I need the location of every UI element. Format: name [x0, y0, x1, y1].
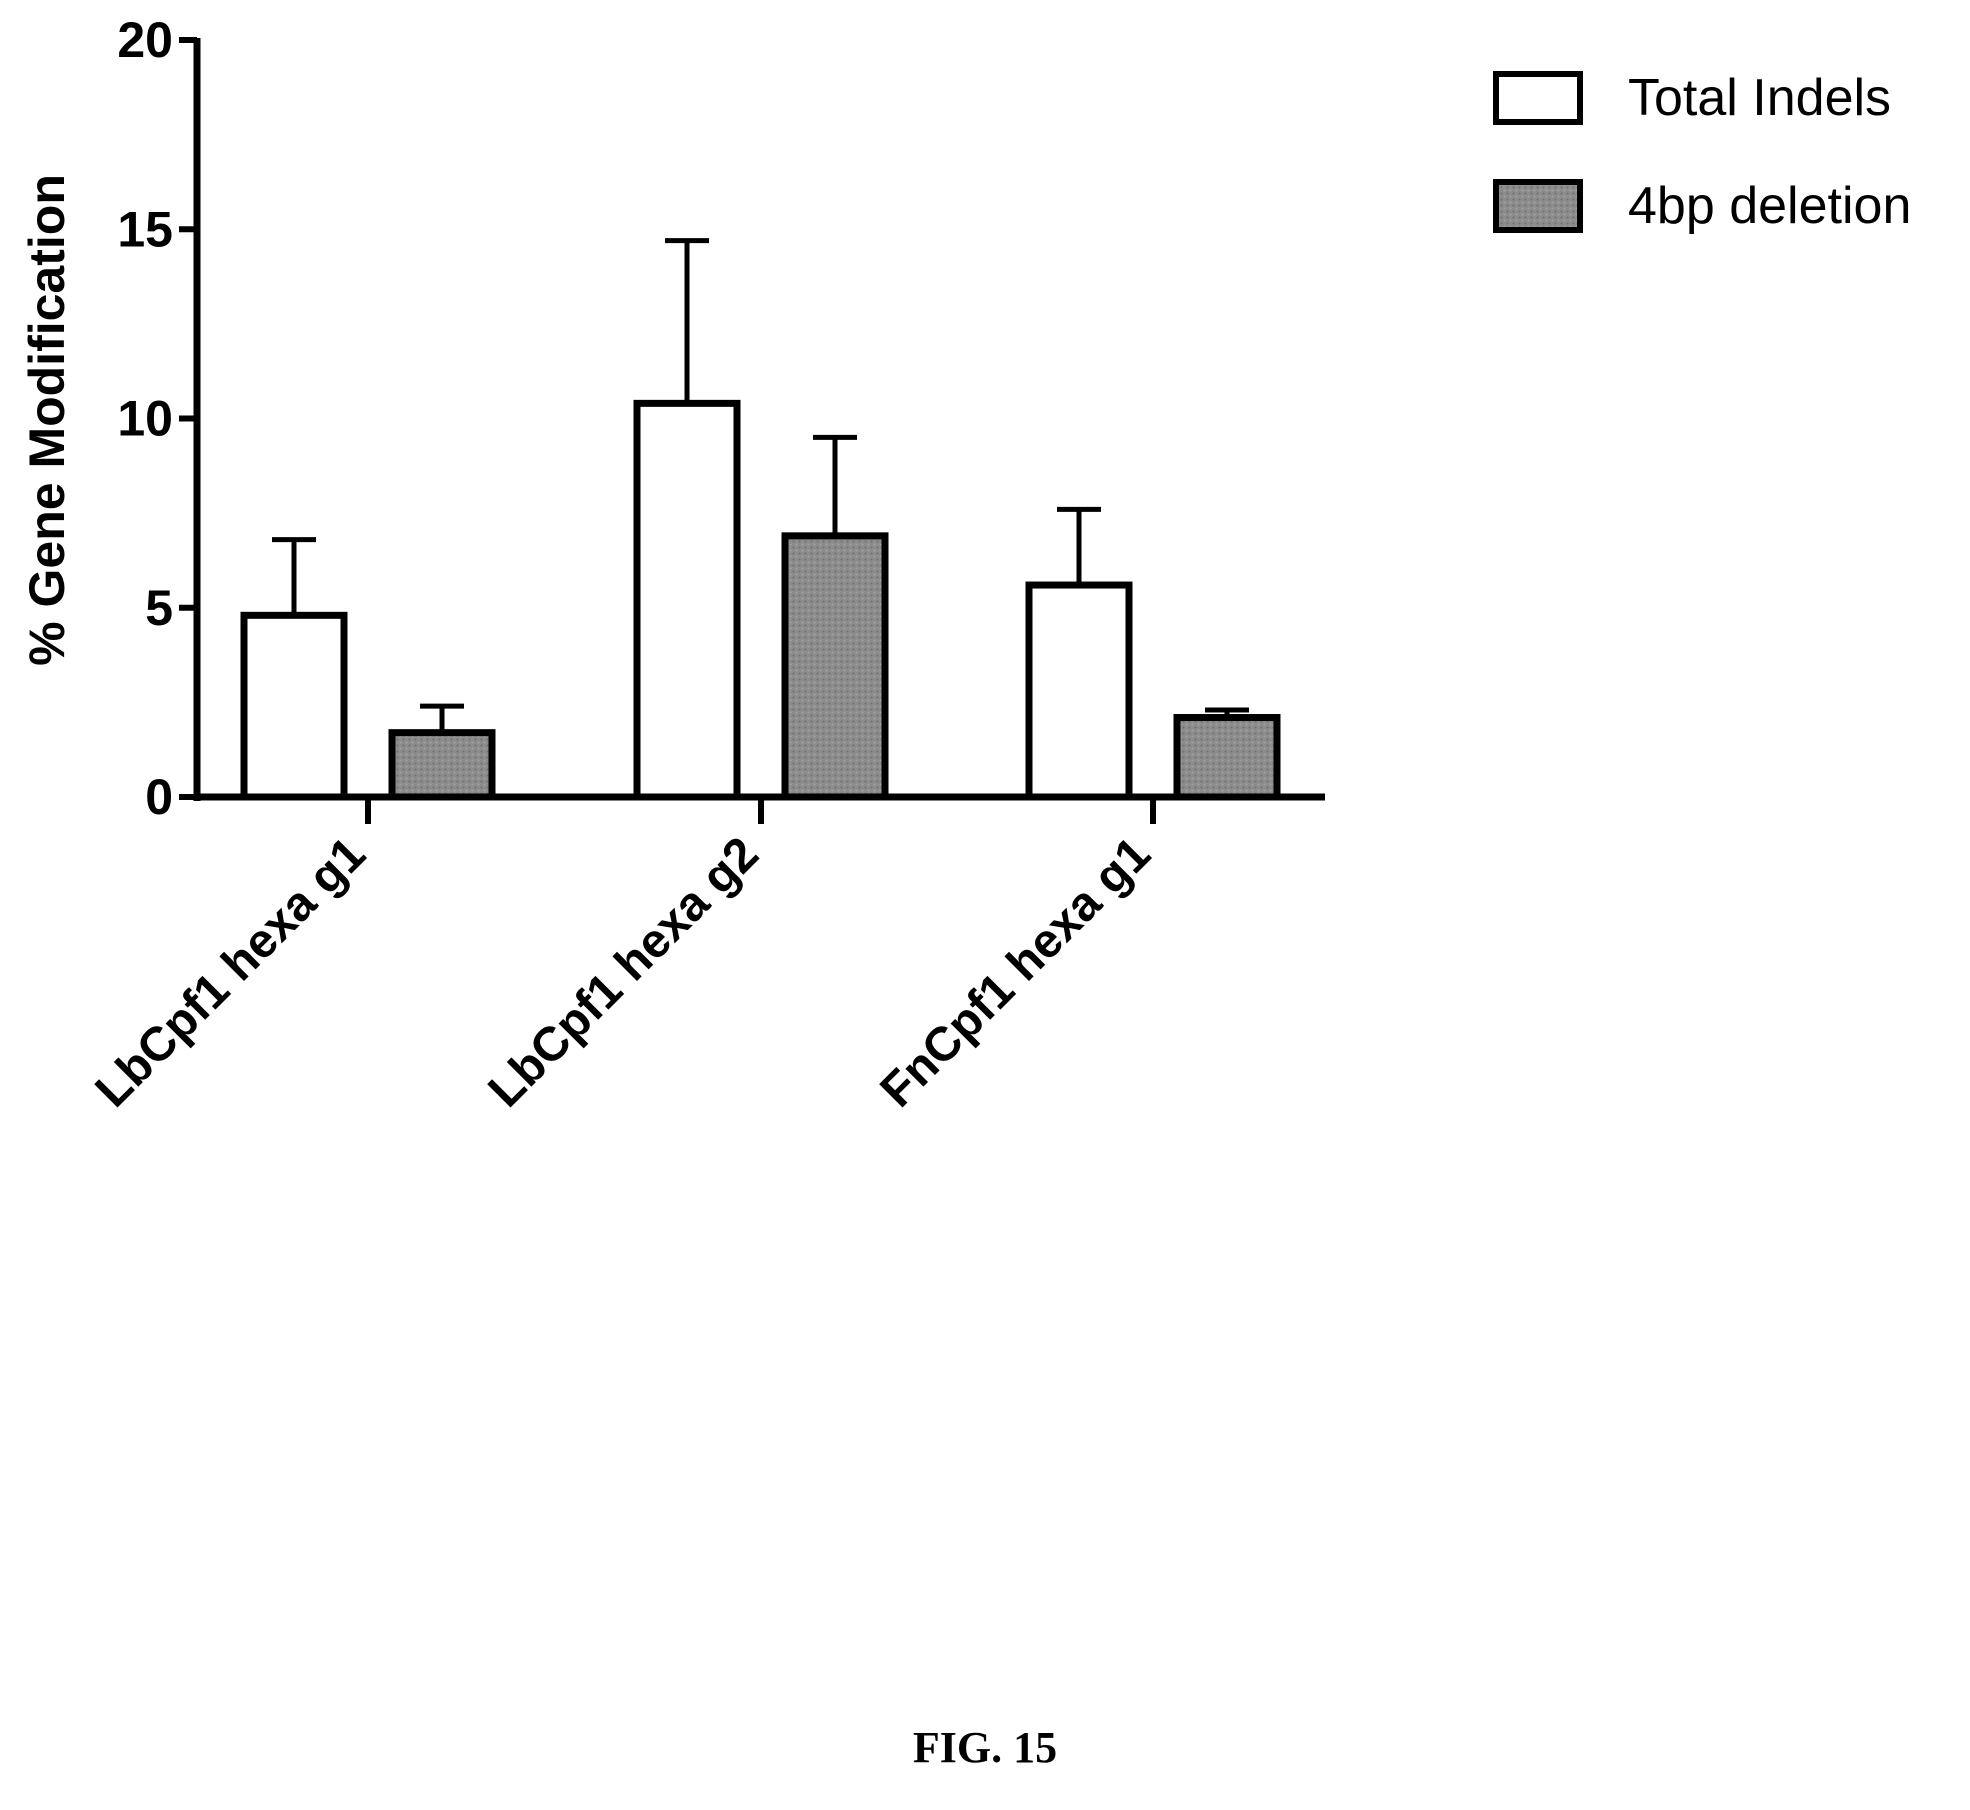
category-labels: LbCpf1 hexa g1 LbCpf1 hexa g2 FnCpf1 hexa … — [86, 827, 1161, 1117]
bar-4bp-deletion — [781, 532, 889, 801]
legend-swatch-total-indels — [1493, 71, 1583, 125]
legend-label: 4bp deletion — [1628, 177, 1911, 235]
bar-4bp-deletion — [1173, 714, 1281, 801]
bar-total-indels — [240, 611, 348, 801]
legend-swatch-4bp-deletion — [1493, 179, 1583, 233]
y-tick-label: 15 — [117, 201, 173, 257]
category-label: FnCpf1 hexa g1 — [871, 827, 1161, 1117]
y-tick-label: 0 — [145, 769, 173, 825]
bar-4bp-deletion — [388, 729, 496, 801]
bar-total-indels — [633, 399, 741, 801]
y-tick-label: 5 — [145, 580, 173, 636]
figure-caption: FIG. 15 — [912, 1723, 1058, 1772]
error-bars-group — [272, 238, 1249, 733]
bars-group — [240, 399, 1281, 801]
legend-label: Total Indels — [1628, 69, 1891, 127]
y-tick-label: 10 — [117, 391, 173, 447]
category-label: LbCpf1 hexa g1 — [86, 827, 376, 1117]
axes: 0 5 10 15 20 — [117, 12, 1325, 825]
category-label: LbCpf1 hexa g2 — [479, 827, 769, 1117]
y-axis-title: % Gene Modification — [19, 174, 75, 666]
bar-total-indels — [1025, 581, 1133, 801]
legend: Total Indels 4bp deletion — [1493, 69, 1911, 235]
y-tick-label: 20 — [117, 12, 173, 68]
